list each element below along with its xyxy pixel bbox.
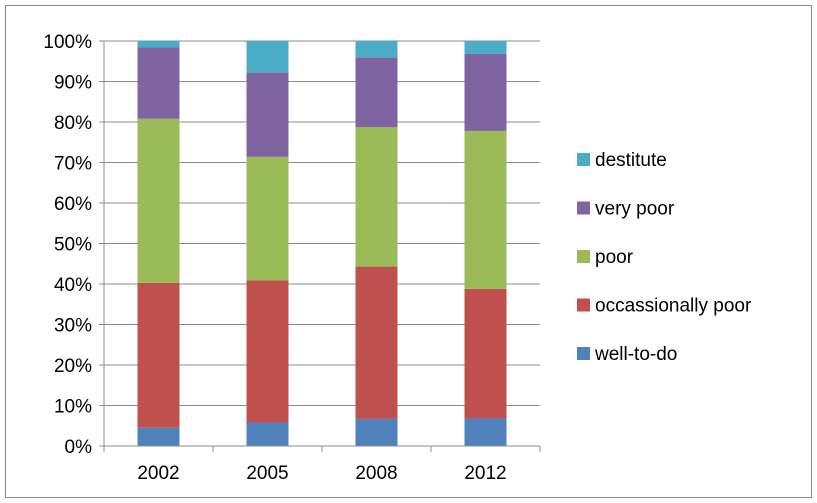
bar-segment: [137, 47, 180, 119]
y-tick-label: 70%: [54, 154, 92, 175]
bar-segment: [246, 156, 289, 281]
bar-segment: [246, 41, 289, 73]
bars: [137, 41, 507, 446]
bar-segment: [246, 280, 289, 423]
bar-segment: [137, 427, 180, 446]
y-tick-label: 10%: [54, 397, 92, 418]
x-tick-label: 2012: [464, 463, 506, 484]
x-tick-label: 2005: [246, 463, 288, 484]
bar-segment: [137, 41, 180, 48]
legend-label: poor: [595, 247, 634, 268]
bar-segment: [355, 266, 398, 419]
y-tick-label: 50%: [54, 235, 92, 256]
x-tick-label: 2002: [137, 463, 179, 484]
legend-swatch: [577, 347, 590, 360]
bar-segment: [464, 418, 507, 446]
bar-segment: [464, 41, 507, 54]
legend-swatch: [577, 250, 590, 263]
y-tick-label: 30%: [54, 316, 92, 337]
axes: [99, 40, 541, 452]
legend-swatch: [577, 201, 590, 215]
bar-segment: [137, 282, 180, 428]
bar-segment: [464, 130, 507, 289]
legend-label: destitute: [595, 150, 667, 171]
bar-segment: [355, 127, 398, 267]
y-tick-label: 60%: [54, 194, 92, 215]
bar-segment: [355, 57, 398, 128]
legend-label: occassionally poor: [595, 296, 752, 317]
y-tick-label: 20%: [54, 356, 92, 377]
bar-segment: [246, 72, 289, 157]
x-axis-tick-labels: 2002 2005 2008 2012: [137, 463, 506, 484]
bar-segment: [464, 288, 507, 419]
y-tick-label: 100%: [43, 32, 92, 53]
bar-segment: [355, 418, 398, 446]
bar-segment: [355, 41, 398, 58]
x-tick-label: 2008: [355, 463, 397, 484]
bar-segment: [137, 118, 180, 283]
legend-swatch: [577, 298, 590, 312]
bar-segment: [464, 53, 507, 131]
legend: destitute very poor poor occassionally poor…: [577, 150, 752, 365]
bar-segment: [246, 422, 289, 446]
y-tick-label: 0%: [65, 437, 93, 458]
y-tick-label: 80%: [54, 113, 92, 134]
legend-swatch: [577, 153, 590, 166]
y-axis-tick-labels: 0% 10% 20% 30% 40% 50% 60% 70% 80% 90% 100%: [43, 32, 92, 458]
legend-label: well-to-do: [594, 344, 677, 365]
legend-label: very poor: [595, 199, 675, 220]
y-tick-label: 40%: [54, 275, 92, 296]
y-tick-label: 90%: [54, 73, 92, 94]
